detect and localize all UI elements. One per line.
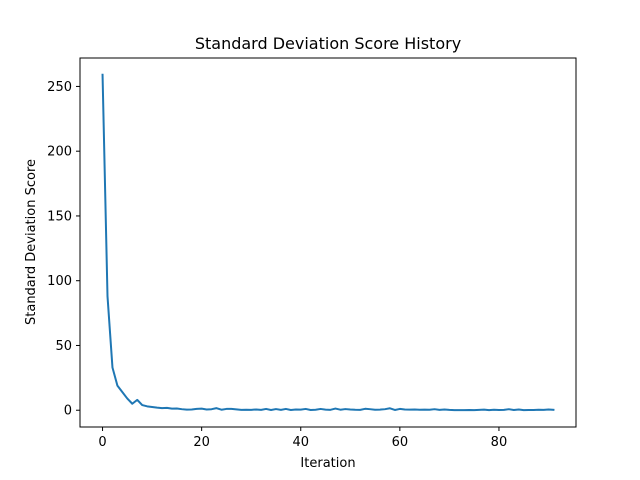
x-tick-label: 20 — [193, 435, 210, 450]
x-tick-label: 60 — [392, 435, 409, 450]
x-tick-label: 40 — [292, 435, 309, 450]
y-axis-label: Standard Deviation Score — [24, 159, 39, 325]
y-tick-label: 50 — [55, 339, 72, 354]
plot-frame — [79, 57, 577, 428]
x-tick-label: 0 — [98, 435, 106, 450]
chart-title: Standard Deviation Score History — [195, 34, 461, 53]
y-tick-label: 150 — [47, 209, 72, 224]
x-axis-label: Iteration — [300, 456, 355, 471]
series-line — [101, 73, 555, 412]
y-axis-ticks: 0 50 100 150 200 250 — [47, 80, 80, 419]
y-tick-label: 250 — [47, 80, 72, 95]
y-tick-label: 0 — [64, 404, 72, 419]
x-tick-label: 80 — [491, 435, 508, 450]
y-tick-label: 200 — [47, 145, 72, 160]
x-axis-ticks: 0 20 40 60 80 — [98, 427, 507, 450]
plot-area — [80, 58, 576, 427]
y-tick-label: 100 — [47, 274, 72, 289]
